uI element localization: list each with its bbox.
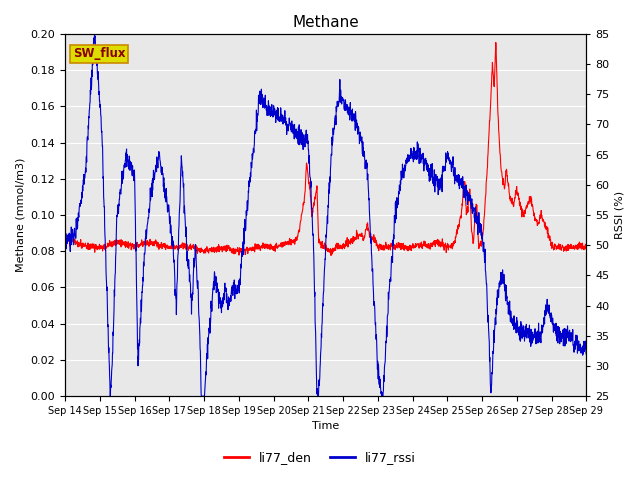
Y-axis label: RSSI (%): RSSI (%) (615, 191, 625, 239)
Y-axis label: Methane (mmol/m3): Methane (mmol/m3) (15, 158, 25, 272)
Legend: li77_den, li77_rssi: li77_den, li77_rssi (219, 446, 421, 469)
Title: Methane: Methane (292, 15, 359, 30)
X-axis label: Time: Time (312, 421, 339, 432)
Text: SW_flux: SW_flux (73, 48, 125, 60)
